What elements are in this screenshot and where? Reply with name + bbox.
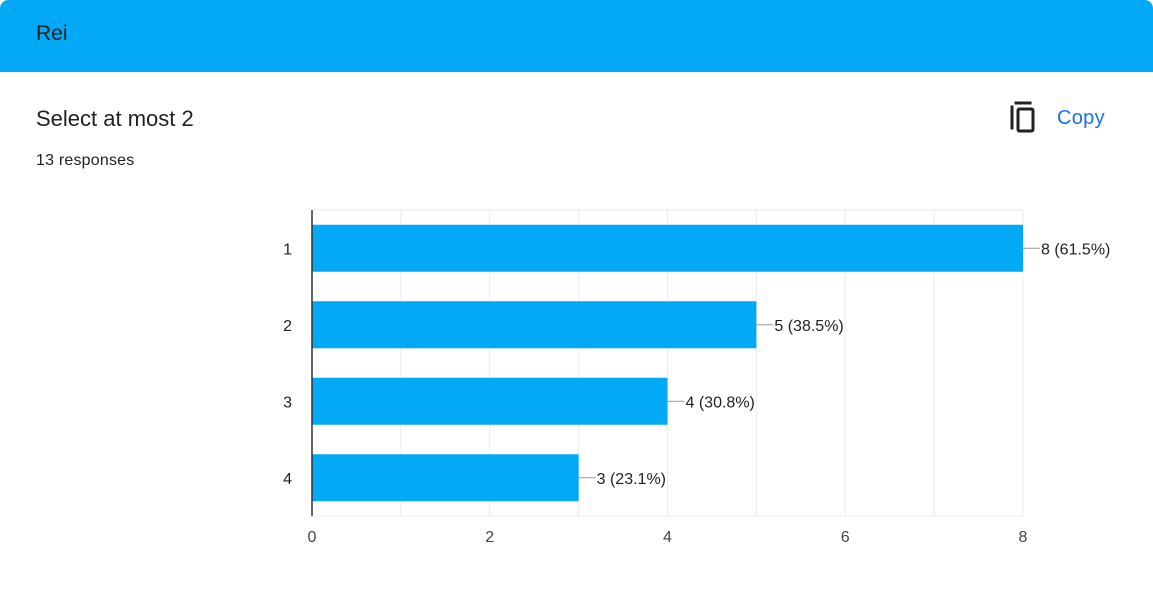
copy-icon [1008,101,1038,135]
category-label: 1 [283,241,292,258]
x-tick-label: 2 [485,529,494,546]
bar [312,377,668,425]
category-label: 4 [283,471,292,488]
data-label: 4 (30.8%) [686,394,755,411]
header-title: Rei [36,22,68,45]
x-tick-label: 0 [308,529,317,546]
category-label: 2 [283,318,292,335]
copy-button[interactable]: Copy [1008,98,1118,138]
category-label: 3 [283,394,292,411]
copy-label: Copy [1057,106,1105,129]
data-label: 8 (61.5%) [1041,241,1110,258]
card-header: Rei [0,0,1153,72]
response-count: 13 responses [36,152,135,169]
x-tick-label: 4 [663,529,672,546]
bar [312,454,579,502]
bar [312,224,1023,272]
data-label: 5 (38.5%) [774,318,843,335]
question-title: Select at most 2 [36,106,194,131]
data-label: 3 (23.1%) [597,471,666,488]
x-tick-label: 8 [1019,529,1028,546]
bar [312,301,757,349]
x-tick-label: 6 [841,529,850,546]
